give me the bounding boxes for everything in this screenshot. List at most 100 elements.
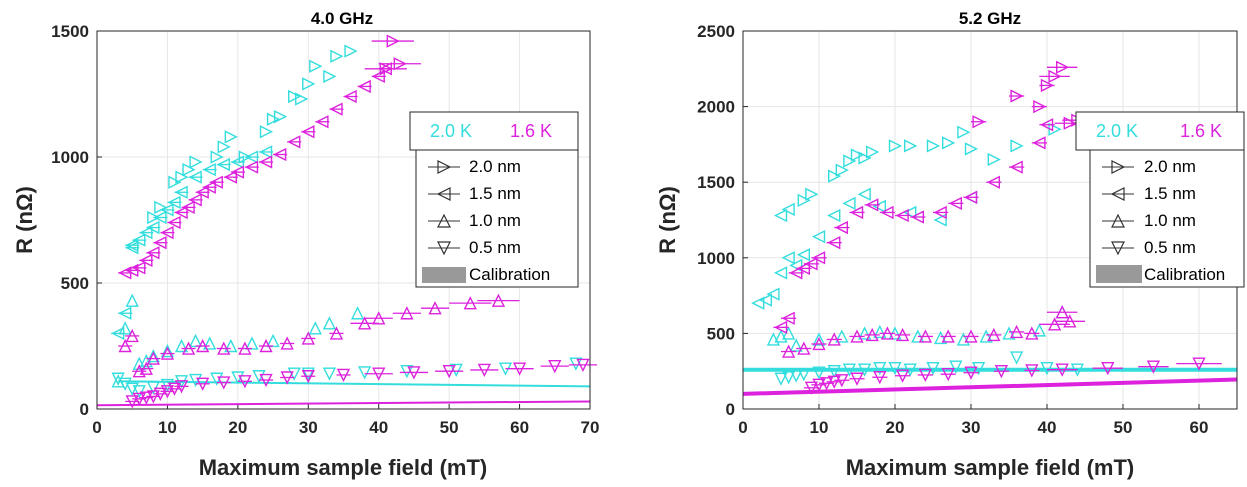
- y-axis-label: R (nΩ): [12, 186, 37, 254]
- plot-frame: [96, 30, 591, 410]
- x-tick-label: 20: [228, 418, 247, 437]
- x-tick-label: 50: [440, 418, 459, 437]
- data-point: [146, 246, 160, 260]
- legend-marker: [1110, 187, 1125, 201]
- data-point: [1192, 357, 1206, 371]
- data-point: [442, 365, 456, 379]
- data-point: [357, 316, 372, 330]
- data-point: [933, 330, 948, 345]
- data-point: [322, 316, 337, 330]
- data-point: [259, 125, 274, 139]
- marker-legend-box: [415, 149, 579, 288]
- legend-temp-2-0-k: 2.0 K: [1096, 121, 1138, 141]
- data-point: [888, 361, 902, 376]
- data-point: [259, 338, 273, 353]
- data-point: [217, 376, 231, 390]
- data-point: [309, 59, 323, 73]
- data-point: [132, 392, 146, 406]
- data-point: [781, 326, 796, 340]
- data-point: [865, 327, 879, 342]
- data-point: [512, 362, 527, 376]
- y-tick-label: 1000: [697, 249, 735, 268]
- data-point: [811, 251, 826, 265]
- data-point: [773, 266, 788, 280]
- legend: 2.0 K 1.6 K 2.0 nm 1.5 nm 1.0 nm 0.5 nm …: [409, 111, 579, 288]
- plot-area: [96, 34, 598, 409]
- data-point: [125, 241, 139, 255]
- data-point: [428, 301, 442, 315]
- legend-label-2-0-nm: 2.0 nm: [1144, 157, 1196, 176]
- data-point: [132, 233, 146, 247]
- data-point: [223, 170, 238, 184]
- y-tick-label: 0: [80, 400, 89, 419]
- data-point: [147, 210, 161, 225]
- data-point: [1055, 60, 1070, 74]
- legend-temp-2-0-k: 2.0 K: [430, 121, 472, 141]
- data-point: [812, 366, 826, 380]
- data-point: [280, 371, 294, 385]
- data-point: [1032, 136, 1046, 150]
- temperature-legend-box: [1075, 111, 1245, 151]
- data-point: [301, 370, 315, 384]
- data-point: [160, 225, 174, 240]
- data-point: [1040, 78, 1055, 93]
- data-point: [393, 57, 407, 71]
- data-point: [941, 368, 955, 382]
- data-point: [797, 368, 811, 382]
- data-point: [400, 306, 414, 320]
- data-point: [118, 306, 132, 320]
- data-point: [857, 326, 872, 340]
- data-point: [789, 369, 803, 383]
- data-point: [238, 375, 252, 389]
- data-point: [153, 387, 168, 401]
- data-point: [972, 115, 986, 129]
- data-point: [842, 196, 856, 211]
- data-point: [834, 220, 848, 235]
- data-point: [181, 341, 196, 355]
- x-tick-labels: 0 10 20 30 40 50 60: [738, 418, 1208, 437]
- data-point: [804, 381, 819, 395]
- legend-marker: [1111, 241, 1125, 256]
- data-point: [918, 368, 933, 383]
- data-point: [230, 165, 245, 179]
- data-point: [230, 155, 245, 169]
- data-point: [167, 195, 181, 209]
- data-point: [182, 162, 196, 177]
- data-point: [781, 371, 796, 385]
- data-point: [774, 372, 788, 386]
- data-point: [266, 333, 280, 348]
- data-point: [1032, 323, 1047, 337]
- x-tick-label: 10: [158, 418, 177, 437]
- legend-label-0-5-nm: 0.5 nm: [469, 238, 521, 257]
- legend-calibration-swatch: [422, 267, 466, 283]
- data-point: [895, 369, 910, 383]
- data-point: [153, 236, 167, 250]
- legend-marker: [1111, 213, 1125, 228]
- data-point: [139, 361, 153, 375]
- data-point: [378, 62, 392, 76]
- data-point: [850, 372, 864, 386]
- data-point: [266, 112, 281, 126]
- data-point: [189, 155, 203, 169]
- legend-temp-1-6-k: 1.6 K: [510, 121, 552, 141]
- data-point: [210, 150, 224, 164]
- data-point: [196, 377, 210, 391]
- chart-title: 5.2 GHz: [959, 9, 1021, 28]
- x-tick-label: 0: [92, 418, 101, 437]
- x-tick-label: 40: [1038, 418, 1057, 437]
- data-point: [329, 102, 343, 116]
- data-point: [1009, 324, 1024, 339]
- data-point: [477, 363, 491, 378]
- data-point: [132, 356, 146, 370]
- x-tick-label: 70: [581, 418, 600, 437]
- data-point: [857, 363, 872, 377]
- data-point: [174, 185, 188, 199]
- chart-title: 4.0 GHz: [311, 9, 373, 28]
- data-point: [964, 142, 979, 156]
- data-point: [933, 213, 947, 227]
- x-tick-label: 30: [962, 418, 981, 437]
- data-point: [781, 251, 795, 265]
- legend-marker: [437, 213, 451, 228]
- x-tick-label: 10: [810, 418, 829, 437]
- data-point: [987, 327, 1001, 342]
